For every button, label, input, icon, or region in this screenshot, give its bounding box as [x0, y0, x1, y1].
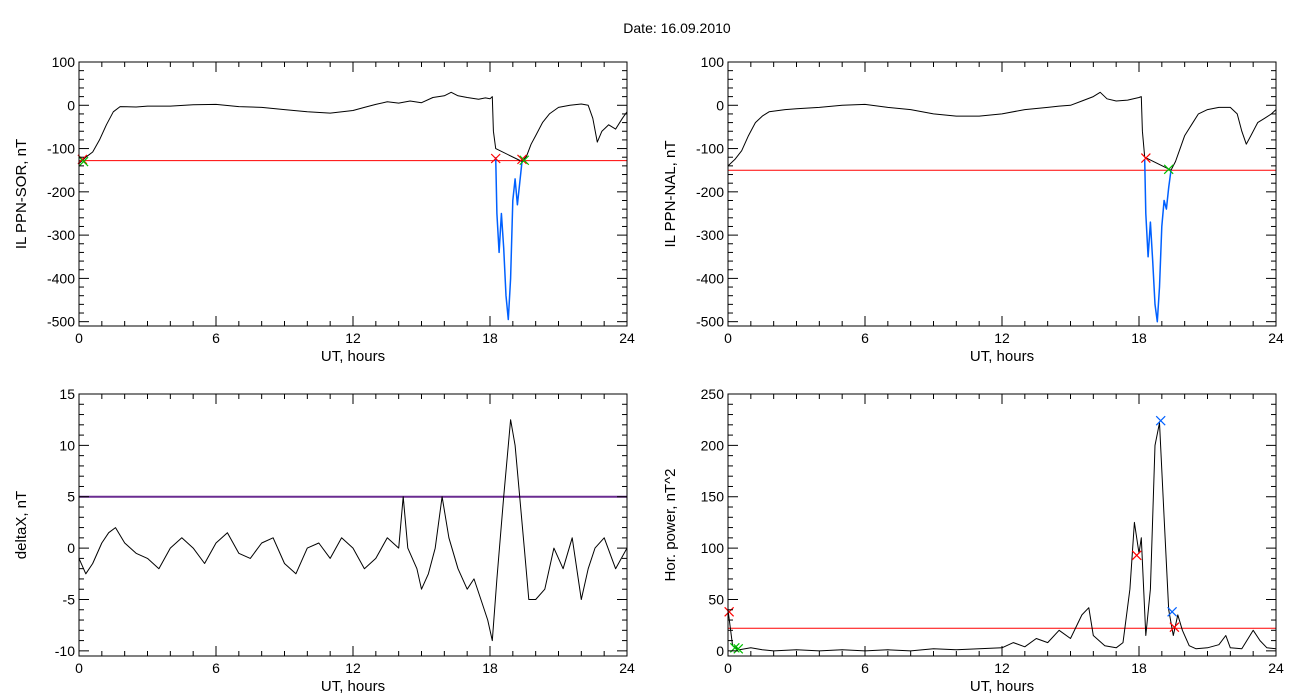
x-axis-label: UT, hours — [321, 678, 385, 695]
y-tick-label: 250 — [701, 386, 725, 402]
x-tick-label: 12 — [345, 330, 361, 346]
x-tick-label: 18 — [482, 330, 498, 346]
series-line-highlight — [1143, 159, 1172, 323]
series-group — [728, 422, 1276, 652]
x-marker — [1163, 164, 1174, 175]
x-tick-label: 24 — [1268, 330, 1284, 346]
x-tick-label: 12 — [994, 330, 1010, 346]
x-tick-label: 18 — [1131, 660, 1147, 676]
y-tick-label: -300 — [47, 227, 75, 243]
plot-frame — [727, 393, 1277, 657]
series-line-main — [79, 91, 627, 165]
y-tick-label: -500 — [47, 314, 75, 330]
x-axis-label: UT, hours — [970, 348, 1034, 365]
y-tick-label: -200 — [696, 184, 724, 200]
plot-frame — [78, 61, 628, 327]
x-tick-label: 0 — [724, 660, 732, 676]
x-tick-label: 6 — [212, 660, 220, 676]
x-marker — [519, 155, 530, 166]
y-tick-label: 150 — [701, 489, 725, 505]
y-tick-label: -400 — [696, 270, 724, 286]
x-tick-label: 0 — [75, 660, 83, 676]
x-marker-stroke — [1155, 415, 1166, 426]
y-tick-label: 200 — [701, 437, 725, 453]
series-line-highlight — [494, 157, 523, 321]
y-tick-label: 0 — [67, 97, 75, 113]
chart-panel-p2: 0 6 12 18 24 100 0 -100 -200 -300 -400 -500 UT, hour… — [662, 54, 1284, 365]
x-marker-stroke — [733, 643, 744, 654]
y-tick-label: 100 — [701, 540, 725, 556]
x-marker — [517, 154, 527, 165]
x-marker — [1131, 550, 1142, 561]
chart-panel-p1: 0 6 12 18 24 100 0 -100 -200 -300 -400 -500 UT, hour… — [13, 54, 635, 365]
x-marker-stroke — [1140, 153, 1151, 164]
y-axis-label: IL PPN-NAL, nT — [662, 141, 679, 248]
plot-frame — [727, 61, 1277, 327]
series-line-main — [728, 91, 1276, 171]
y-tick-label: -200 — [47, 184, 75, 200]
y-tick-label: -100 — [696, 141, 724, 157]
series-group — [79, 419, 627, 642]
x-marker — [1167, 606, 1178, 617]
x-marker — [78, 156, 89, 167]
x-marker-stroke — [1169, 622, 1180, 633]
y-tick-label: 5 — [67, 489, 75, 505]
x-tick-label: 12 — [994, 660, 1010, 676]
x-axis-label: UT, hours — [970, 678, 1034, 695]
y-tick-label: -400 — [47, 270, 75, 286]
x-tick-label: 12 — [345, 660, 361, 676]
y-tick-label: 0 — [67, 540, 75, 556]
series-line-main — [79, 419, 627, 642]
chart-panel-p4: 0 6 12 18 24 250 200 150 100 50 0 UT, hours Hor. pow… — [662, 386, 1284, 695]
plot-frame — [78, 393, 628, 657]
y-tick-label: -500 — [696, 314, 724, 330]
x-tick-label: 18 — [1131, 330, 1147, 346]
x-marker-stroke — [1131, 550, 1142, 561]
series-line-main — [728, 422, 1276, 652]
x-tick-label: 6 — [212, 330, 220, 346]
y-tick-label: 15 — [59, 386, 75, 402]
x-marker — [490, 153, 501, 164]
y-axis-label: deltaX, nT — [13, 491, 30, 559]
x-tick-label: 6 — [861, 330, 869, 346]
x-marker — [724, 606, 735, 617]
x-marker — [1155, 415, 1166, 426]
x-marker — [1140, 153, 1151, 164]
x-marker-stroke — [519, 155, 530, 166]
chart-panel-p3: 0 6 12 18 24 15 10 5 0 -5 -10 UT, hours deltaX, nT — [13, 386, 635, 695]
y-tick-label: -300 — [696, 227, 724, 243]
series-group — [79, 91, 627, 321]
y-axis-label: IL PPN-SOR, nT — [13, 139, 30, 249]
x-tick-label: 24 — [619, 330, 635, 346]
series-group — [728, 91, 1276, 323]
x-tick-label: 18 — [482, 660, 498, 676]
x-marker-stroke — [517, 154, 527, 165]
x-marker-stroke — [1163, 164, 1174, 175]
y-tick-label: 0 — [716, 97, 724, 113]
x-marker — [1169, 622, 1180, 633]
x-tick-label: 24 — [1268, 660, 1284, 676]
y-tick-label: 50 — [708, 591, 724, 607]
x-axis-label: UT, hours — [321, 348, 385, 365]
x-marker — [733, 643, 744, 654]
x-tick-label: 24 — [619, 660, 635, 676]
y-tick-label: 10 — [59, 437, 75, 453]
x-tick-label: 0 — [75, 330, 83, 346]
x-marker-stroke — [490, 153, 501, 164]
y-tick-label: 100 — [52, 54, 76, 70]
x-marker-stroke — [78, 156, 89, 167]
y-tick-label: -100 — [47, 141, 75, 157]
x-tick-label: 6 — [861, 660, 869, 676]
y-axis-label: Hor. power, nT^2 — [662, 469, 679, 582]
x-marker-stroke — [724, 606, 735, 617]
figure-title: Date: 16.09.2010 — [623, 20, 731, 36]
y-tick-label: 0 — [716, 643, 724, 659]
y-tick-label: -5 — [63, 591, 76, 607]
x-marker-stroke — [1167, 606, 1178, 617]
x-tick-label: 0 — [724, 330, 732, 346]
y-tick-label: 100 — [701, 54, 725, 70]
y-tick-label: -10 — [55, 643, 75, 659]
